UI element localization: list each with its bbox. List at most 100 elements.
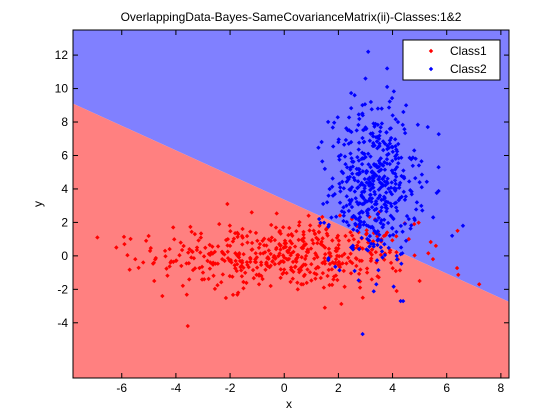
point-class2: [361, 151, 367, 157]
point-class1: [125, 252, 130, 258]
point-class1: [333, 256, 339, 262]
point-class2: [410, 163, 416, 169]
point-class1: [280, 225, 286, 230]
point-class1: [165, 273, 170, 278]
point-class2: [390, 149, 396, 154]
point-class2: [348, 151, 353, 156]
point-class2: [385, 143, 390, 148]
point-class1: [263, 267, 268, 272]
point-class2: [413, 156, 418, 161]
point-class2: [419, 203, 424, 209]
point-class1: [167, 264, 172, 269]
point-class1: [344, 261, 349, 266]
point-class2: [360, 135, 365, 141]
point-class1: [305, 267, 310, 272]
point-class1: [177, 253, 182, 258]
point-class1: [356, 239, 361, 245]
point-class2: [378, 208, 384, 214]
point-class1: [148, 245, 153, 251]
point-class2: [409, 189, 414, 194]
point-class2: [357, 211, 362, 216]
point-class1: [239, 233, 245, 239]
point-class2: [361, 196, 366, 201]
point-class2: [335, 115, 340, 120]
y-tick-label: 4: [61, 182, 68, 196]
point-class1: [230, 292, 236, 298]
point-class2: [356, 246, 362, 252]
point-class2: [351, 159, 356, 164]
y-tick-label: -4: [57, 316, 68, 330]
point-class2: [385, 176, 390, 181]
point-class1: [354, 263, 359, 269]
point-class1: [233, 258, 238, 264]
point-class2: [361, 188, 367, 194]
point-class1: [390, 265, 395, 271]
point-class1: [315, 240, 320, 246]
point-class2: [365, 248, 371, 253]
point-class2: [383, 205, 389, 210]
point-class2: [388, 135, 394, 141]
point-class2: [371, 121, 376, 126]
point-class1: [293, 257, 299, 263]
point-class1: [296, 237, 301, 243]
point-class2: [374, 282, 379, 287]
point-class2: [394, 257, 400, 262]
point-class1: [348, 251, 353, 256]
point-class2: [372, 163, 377, 168]
legend-marker-class2: [428, 66, 434, 72]
point-class1: [189, 229, 194, 235]
point-class1: [357, 258, 363, 263]
point-class1: [289, 231, 294, 237]
point-class2: [368, 181, 373, 186]
point-class2: [368, 241, 374, 246]
point-class1: [326, 250, 332, 256]
point-class1: [303, 253, 309, 259]
point-class1: [477, 282, 482, 287]
point-class1: [309, 262, 314, 267]
chart-title: OverlappingData-Bayes-SameCovarianceMatr…: [121, 10, 462, 24]
point-class2: [327, 186, 332, 192]
point-class2: [349, 156, 354, 161]
point-class1: [291, 249, 296, 255]
point-class1: [326, 267, 331, 273]
point-class1: [235, 292, 240, 297]
point-class1: [274, 245, 279, 251]
point-class2: [368, 99, 374, 105]
point-class1: [268, 251, 273, 257]
point-class2: [389, 95, 395, 101]
point-class1: [387, 250, 393, 255]
point-class1: [239, 268, 244, 273]
point-class2: [360, 111, 365, 116]
x-tick-label: 0: [281, 381, 288, 395]
point-class1: [168, 259, 174, 264]
point-class1: [313, 251, 318, 256]
point-class1: [369, 247, 375, 252]
point-class2: [369, 196, 375, 201]
point-class1: [351, 237, 357, 242]
point-class1: [354, 243, 360, 248]
point-class1: [290, 276, 295, 281]
point-class1: [234, 252, 240, 258]
point-class1: [397, 268, 403, 273]
point-class2: [361, 127, 366, 133]
point-class2: [348, 167, 353, 172]
point-class1: [324, 231, 330, 236]
point-class1: [31, 246, 35, 250]
y-tick-label: -2: [57, 282, 68, 296]
point-class1: [296, 223, 302, 228]
point-class2: [384, 66, 390, 71]
point-class1: [243, 270, 248, 275]
point-class1: [258, 260, 264, 265]
point-class1: [211, 273, 216, 278]
point-class2: [350, 245, 355, 250]
point-class1: [269, 235, 275, 240]
point-class1: [174, 258, 179, 263]
point-class2: [402, 130, 408, 136]
point-class1: [190, 249, 195, 255]
point-class1: [172, 237, 177, 242]
point-class2: [368, 154, 373, 159]
point-class1: [327, 261, 333, 267]
point-class1: [207, 266, 213, 271]
point-class1: [272, 261, 278, 267]
